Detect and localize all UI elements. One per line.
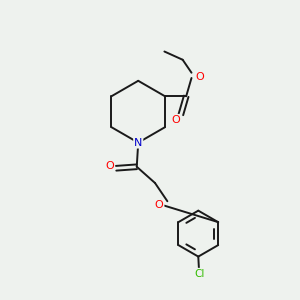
- Text: N: N: [134, 138, 142, 148]
- Text: O: O: [105, 161, 114, 171]
- Text: O: O: [155, 200, 164, 210]
- Text: Cl: Cl: [195, 269, 205, 279]
- Text: O: O: [171, 115, 180, 125]
- Text: O: O: [195, 71, 204, 82]
